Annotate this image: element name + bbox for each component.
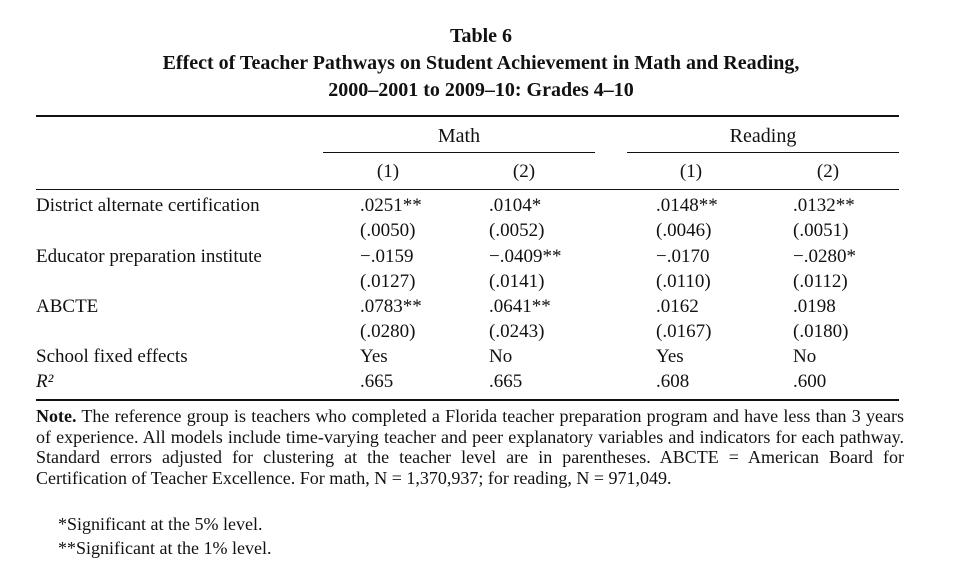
table-cell: (.0050)	[360, 220, 416, 241]
table-cell: −.0409**	[489, 246, 562, 267]
table-cell: .0251**	[360, 195, 422, 216]
reading-group-rule	[627, 152, 899, 153]
table-cell: .0641**	[489, 296, 551, 317]
table-cell: (.0280)	[360, 321, 416, 342]
table-number: Table 6	[449, 25, 513, 47]
row-label: Educator preparation institute	[36, 246, 262, 267]
significance-note-1pct: **Significant at the 1% level.	[58, 538, 272, 558]
table-cell: .0132**	[793, 195, 855, 216]
column-header-math-2: (2)	[512, 161, 536, 182]
table-cell: .0148**	[656, 195, 718, 216]
row-label: District alternate certification	[36, 195, 260, 216]
table-cell: .665	[489, 371, 523, 392]
top-rule	[36, 115, 899, 117]
table-cell: (.0051)	[793, 220, 849, 241]
note-label: Note.	[36, 406, 77, 426]
table-cell: (.0141)	[489, 271, 545, 292]
math-group-rule	[323, 152, 595, 153]
group-header-math: Math	[437, 125, 481, 147]
table-cell: (.0243)	[489, 321, 545, 342]
table-cell: (.0046)	[656, 220, 712, 241]
table-cell: .0783**	[360, 296, 422, 317]
row-label: School fixed effects	[36, 346, 188, 367]
table-cell: (.0127)	[360, 271, 416, 292]
column-header-math-1: (1)	[376, 161, 400, 182]
table-title-line-1: Effect of Teacher Pathways on Student Ac…	[162, 52, 800, 74]
table-cell: No	[489, 346, 513, 367]
table-cell: .0162	[656, 296, 699, 317]
table-cell: (.0052)	[489, 220, 545, 241]
table-cell: −.0280*	[793, 246, 856, 267]
table-note: Note. The reference group is teachers wh…	[36, 406, 904, 488]
table-cell: .608	[656, 371, 690, 392]
bottom-rule	[36, 399, 899, 401]
table-cell: −.0159	[360, 246, 414, 267]
note-text: The reference group is teachers who comp…	[36, 406, 904, 488]
table-cell: .600	[793, 371, 827, 392]
table-cell: −.0170	[656, 246, 710, 267]
table-title-line-2: 2000–2001 to 2009–10: Grades 4–10	[328, 79, 634, 101]
row-label: R²	[36, 371, 54, 392]
table-cell: (.0112)	[793, 271, 848, 292]
group-header-reading: Reading	[729, 125, 797, 147]
header-rule	[36, 189, 899, 190]
table-cell: (.0180)	[793, 321, 849, 342]
table-cell: .0104*	[489, 195, 542, 216]
table-cell: No	[793, 346, 817, 367]
table-cell: (.0110)	[656, 271, 711, 292]
table-cell: .0198	[793, 296, 836, 317]
column-header-reading-2: (2)	[816, 161, 840, 182]
significance-note-5pct: *Significant at the 5% level.	[58, 514, 263, 534]
column-header-reading-1: (1)	[679, 161, 703, 182]
table-cell: (.0167)	[656, 321, 712, 342]
table-cell: .665	[360, 371, 394, 392]
table-cell: Yes	[360, 346, 388, 367]
table-cell: Yes	[656, 346, 684, 367]
row-label: ABCTE	[36, 296, 99, 317]
